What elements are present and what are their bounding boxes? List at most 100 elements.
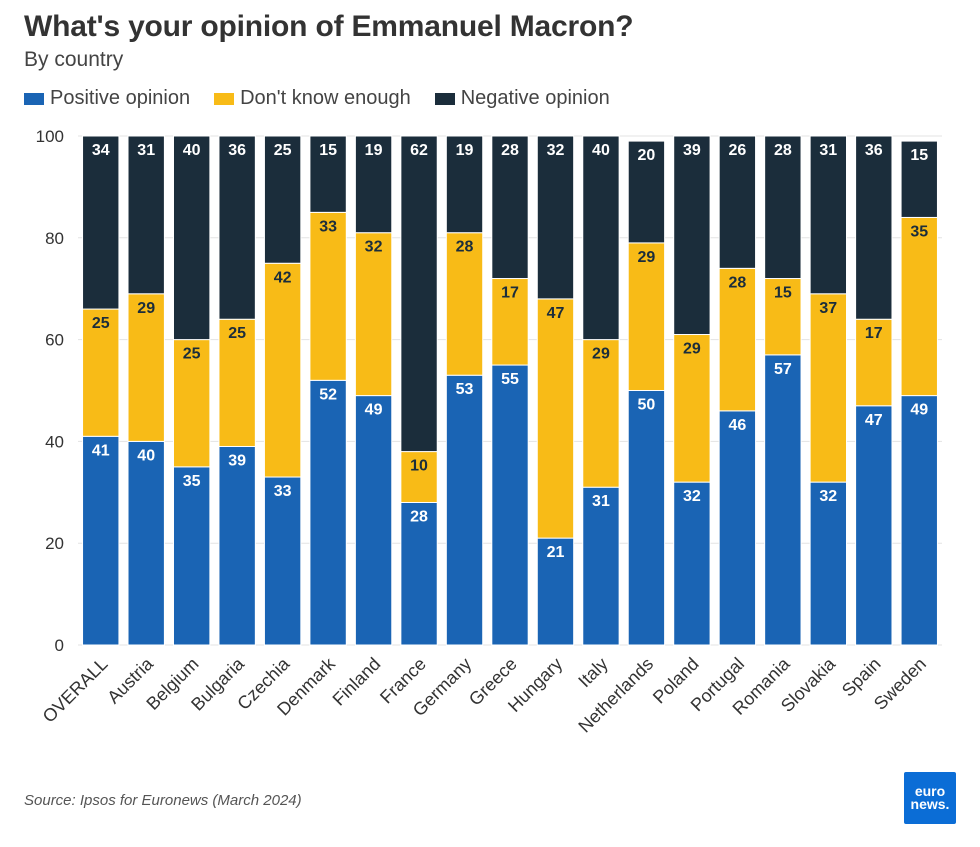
data-label: 28 xyxy=(456,239,474,256)
bar-segment xyxy=(400,451,438,503)
bar-segment xyxy=(582,339,620,488)
bar-segment xyxy=(172,135,211,341)
data-label: 37 xyxy=(819,300,837,317)
bar-segment xyxy=(445,232,484,376)
data-label: 15 xyxy=(774,285,792,302)
data-label: 19 xyxy=(365,142,383,159)
data-label: 32 xyxy=(683,488,701,505)
data-label: 28 xyxy=(501,142,519,159)
data-label: 49 xyxy=(365,402,383,419)
bar-segment xyxy=(127,440,165,646)
bar-segment xyxy=(536,135,575,300)
data-label: 32 xyxy=(365,239,383,256)
bar-segment xyxy=(263,262,302,478)
data-label: 26 xyxy=(728,142,746,159)
bar-segment xyxy=(218,445,256,646)
data-label: 55 xyxy=(501,371,519,388)
data-label: 47 xyxy=(865,412,883,429)
data-label: 39 xyxy=(228,452,246,469)
bar-segment xyxy=(673,135,711,336)
bar-segment xyxy=(764,354,802,646)
bar-segment xyxy=(354,135,393,234)
bar-segment xyxy=(82,135,120,310)
data-label: 21 xyxy=(547,544,565,561)
bar-segment xyxy=(218,135,256,320)
bar-segment xyxy=(855,405,893,646)
bar-segment xyxy=(309,211,347,381)
bar-segment xyxy=(491,135,529,280)
data-label: 50 xyxy=(638,397,656,414)
logo-line-1: euro xyxy=(914,783,946,799)
bar-segment xyxy=(673,334,711,483)
data-label: 40 xyxy=(137,447,155,464)
bar-segment xyxy=(445,135,484,234)
data-label: 32 xyxy=(547,142,565,159)
bar-segment xyxy=(127,135,165,295)
bar-segment xyxy=(172,339,211,468)
bar-segment xyxy=(764,135,802,280)
legend-label-negative: Negative opinion xyxy=(460,87,610,109)
y-tick-label: 40 xyxy=(45,432,64,451)
data-label: 25 xyxy=(92,315,110,332)
data-label: 25 xyxy=(274,142,292,159)
data-label: 25 xyxy=(228,325,246,342)
legend-label-dont-know: Don't know enough xyxy=(240,87,411,109)
legend-label-positive: Positive opinion xyxy=(50,87,191,109)
legend-swatch-positive xyxy=(24,92,44,105)
bar-segment xyxy=(172,466,211,646)
bar-segment xyxy=(400,501,438,646)
data-label: 35 xyxy=(183,473,201,490)
x-tick-label: OVERALL xyxy=(39,654,112,727)
data-label: 36 xyxy=(228,142,246,159)
bar-segment xyxy=(354,395,393,646)
bar-segment xyxy=(82,435,120,646)
data-label: 52 xyxy=(319,386,337,403)
data-label: 32 xyxy=(819,488,837,505)
data-label: 31 xyxy=(592,493,610,510)
data-label: 29 xyxy=(683,341,701,358)
data-label: 40 xyxy=(183,142,201,159)
y-tick-label: 100 xyxy=(36,127,64,146)
y-tick-label: 80 xyxy=(45,229,64,248)
bar-segment xyxy=(809,293,848,483)
bar-segment xyxy=(400,135,438,453)
bar-segment xyxy=(218,318,256,447)
legend-swatch-negative xyxy=(434,92,455,105)
bar-segment xyxy=(627,390,666,646)
legend-item-negative: Negative opinion xyxy=(434,87,610,110)
bar-segment xyxy=(536,537,575,646)
bar-segment xyxy=(809,481,848,646)
data-label: 29 xyxy=(592,346,610,363)
y-tick-label: 20 xyxy=(45,534,64,553)
bar-segment xyxy=(900,216,938,397)
bar-segment xyxy=(718,135,757,269)
bar-segment xyxy=(855,318,893,407)
bar-segment xyxy=(582,486,620,646)
data-label: 39 xyxy=(683,142,701,159)
bar-segment xyxy=(582,135,620,341)
bar-segment xyxy=(627,242,666,391)
bar-segment xyxy=(309,379,347,646)
y-tick-label: 0 xyxy=(55,636,64,655)
data-label: 47 xyxy=(547,305,565,322)
bar-segment xyxy=(718,410,757,646)
legend: Positive opinion Don't know enough Negat… xyxy=(24,87,610,110)
bar-segment xyxy=(809,135,848,295)
data-label: 15 xyxy=(910,147,928,164)
data-label: 19 xyxy=(456,142,474,159)
data-label: 28 xyxy=(410,508,428,525)
data-label: 29 xyxy=(638,249,656,266)
data-label: 34 xyxy=(92,142,110,159)
legend-item-dont-know: Don't know enough xyxy=(214,87,411,110)
data-label: 53 xyxy=(456,381,474,398)
euronews-logo: euro news. xyxy=(904,772,956,824)
data-label: 29 xyxy=(137,300,155,317)
data-label: 42 xyxy=(274,269,292,286)
bar-segment xyxy=(855,135,893,320)
bar-segment xyxy=(673,481,711,646)
x-tick-label: Finland xyxy=(329,654,385,710)
bar-segment xyxy=(354,232,393,397)
bar-segment xyxy=(309,135,347,213)
data-label: 35 xyxy=(910,223,928,240)
